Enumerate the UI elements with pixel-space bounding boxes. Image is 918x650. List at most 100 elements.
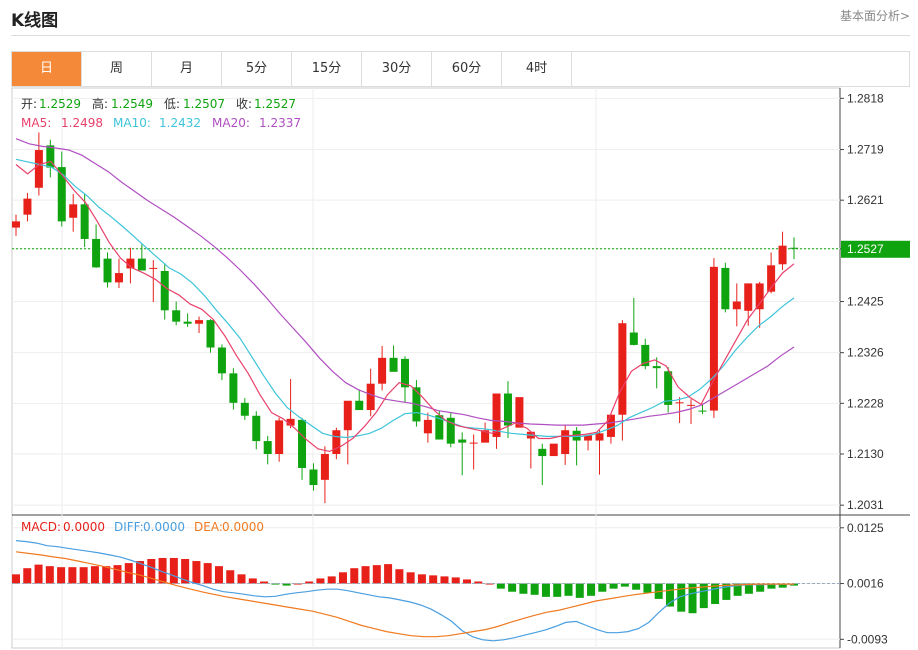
candlestick-series xyxy=(12,132,798,504)
candle-body xyxy=(217,347,226,374)
tab-15min[interactable]: 15分 xyxy=(292,52,362,86)
low-value: 1.2507 xyxy=(183,97,225,111)
candle-body xyxy=(595,433,604,441)
candle-body xyxy=(183,321,192,324)
candle-body xyxy=(435,415,444,440)
macd-bar xyxy=(677,583,686,612)
macd-bar xyxy=(350,568,359,584)
macd-bar xyxy=(778,583,787,588)
macd-bar xyxy=(733,583,742,596)
macd-bar xyxy=(113,565,122,584)
macd-bar xyxy=(57,567,66,584)
candle-body xyxy=(12,221,20,228)
high-value: 1.2549 xyxy=(111,97,153,111)
candle-body xyxy=(629,332,638,345)
fundamental-analysis-link[interactable]: 基本面分析> xyxy=(839,9,910,23)
macd-bar xyxy=(395,569,404,584)
candle-body xyxy=(778,245,787,265)
candle-body xyxy=(92,238,101,268)
dea-value: 0.0000 xyxy=(222,520,264,534)
candle-body xyxy=(423,419,432,434)
macd-bar xyxy=(474,581,483,584)
macd-bar xyxy=(688,583,697,614)
macd-bar xyxy=(34,564,43,584)
last-price-badge xyxy=(841,240,910,258)
period-tabs: 日 周 月 5分 15分 30分 60分 4时 xyxy=(11,51,910,87)
tab-60min[interactable]: 60分 xyxy=(432,52,502,86)
candle-body xyxy=(721,267,730,310)
candle-body xyxy=(618,323,627,415)
candle-body xyxy=(492,393,501,437)
macd-bar xyxy=(643,583,652,593)
macd-bar xyxy=(530,583,539,595)
candle-body xyxy=(332,430,341,454)
candle-body xyxy=(320,454,329,480)
tab-day[interactable]: 日 xyxy=(12,52,82,86)
macd-value: 0.0000 xyxy=(63,520,105,534)
macd-bar xyxy=(260,581,269,584)
candle-body xyxy=(538,448,547,457)
candle-body xyxy=(709,266,718,411)
macd-bar xyxy=(620,583,629,587)
macd-bar xyxy=(429,575,438,584)
candle-body xyxy=(240,402,249,416)
price-tick-label: 1.2621 xyxy=(847,193,884,207)
candle-body xyxy=(481,430,490,443)
candle-body xyxy=(584,435,593,441)
tab-5min[interactable]: 5分 xyxy=(222,52,292,86)
close-label: 收: xyxy=(236,97,252,111)
macd-bar xyxy=(45,566,54,584)
candle-body xyxy=(641,344,650,367)
candle-body xyxy=(34,150,43,188)
candle-body xyxy=(275,420,284,454)
header-divider xyxy=(11,35,910,36)
candle-body xyxy=(137,258,146,271)
macd-bar xyxy=(282,583,291,586)
macd-bar xyxy=(158,557,167,584)
candle-body xyxy=(549,443,558,457)
candle-body xyxy=(458,439,467,443)
macd-bar xyxy=(609,583,618,589)
candle-body xyxy=(732,301,741,310)
candle-body xyxy=(469,442,478,444)
candle-body xyxy=(355,400,364,411)
tab-month[interactable]: 月 xyxy=(152,52,222,86)
macd-bar xyxy=(598,583,607,592)
candle-body xyxy=(69,204,78,218)
price-tick-label: 1.2228 xyxy=(847,396,884,410)
ma10-line xyxy=(15,158,795,439)
macd-bar xyxy=(632,583,641,590)
tab-4hour[interactable]: 4时 xyxy=(502,52,572,86)
macd-bar xyxy=(124,563,133,584)
macd-panel xyxy=(12,540,840,642)
ma10-value: 1.2432 xyxy=(159,116,201,130)
ma5-line xyxy=(15,160,795,453)
low-label: 低: xyxy=(164,97,180,111)
price-tick-label: 1.2326 xyxy=(847,346,884,360)
candle-body xyxy=(229,373,238,403)
macd-bar xyxy=(181,558,190,584)
macd-bar xyxy=(575,583,584,598)
macd-bar xyxy=(102,566,111,584)
ma5-label: MA5: xyxy=(21,116,51,130)
diff-label: DIFF: xyxy=(114,520,144,534)
chart-grid xyxy=(11,87,910,649)
macd-bar xyxy=(372,565,381,584)
candle-body xyxy=(46,145,55,168)
macd-bar xyxy=(192,561,201,584)
candle-body xyxy=(606,414,615,437)
candle-body xyxy=(687,404,696,406)
last-price-label: 1.2527 xyxy=(847,242,884,256)
tab-week[interactable]: 周 xyxy=(82,52,152,86)
tab-30min[interactable]: 30分 xyxy=(362,52,432,86)
macd-bar xyxy=(248,578,257,584)
ma20-label: MA20: xyxy=(212,116,250,130)
candle-body xyxy=(103,258,112,283)
macd-bar xyxy=(406,572,415,584)
candle-body xyxy=(195,320,204,324)
ma20-line xyxy=(15,138,795,426)
price-tick-label: 1.2425 xyxy=(847,295,884,309)
open-label: 开: xyxy=(21,97,37,111)
macd-bar xyxy=(338,572,347,584)
